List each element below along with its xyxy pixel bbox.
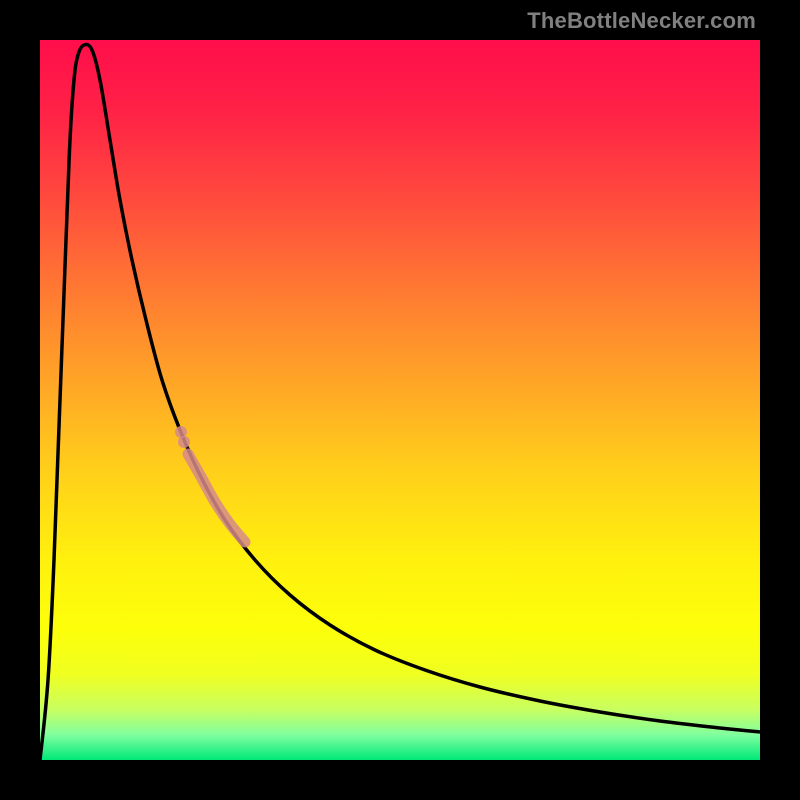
bottleneck-curve — [40, 44, 760, 760]
highlight-segment — [188, 454, 245, 542]
curve-layer — [40, 40, 760, 760]
chart-root: { "meta": { "watermark_text": "TheBottle… — [0, 0, 800, 800]
highlight-dots — [175, 426, 190, 448]
watermark: TheBottleNecker.com — [527, 8, 756, 34]
plot-area — [40, 40, 760, 760]
